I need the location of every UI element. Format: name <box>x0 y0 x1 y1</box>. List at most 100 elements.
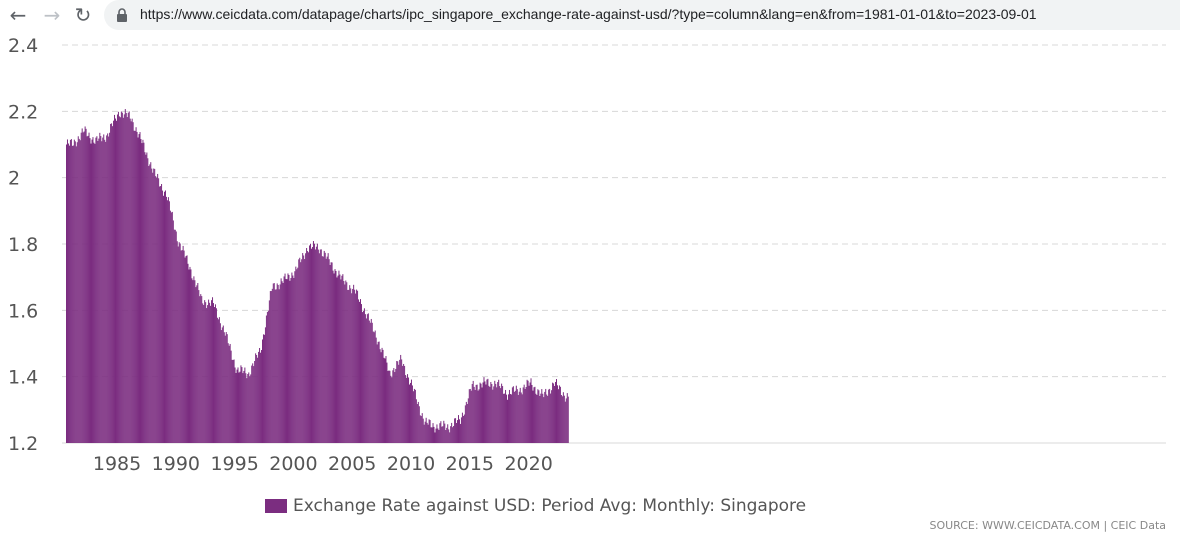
bar[interactable] <box>139 132 141 443</box>
bar[interactable] <box>103 134 105 443</box>
bar[interactable] <box>351 293 353 443</box>
forward-button[interactable]: → <box>40 3 64 27</box>
bar[interactable] <box>445 430 447 443</box>
bar[interactable] <box>379 349 381 443</box>
bar[interactable] <box>126 117 128 443</box>
bar[interactable] <box>549 388 551 443</box>
bar[interactable] <box>262 339 263 443</box>
bar[interactable] <box>123 114 125 443</box>
bar[interactable] <box>329 264 331 443</box>
bar[interactable] <box>515 385 517 443</box>
bar[interactable] <box>200 294 202 443</box>
bar[interactable] <box>311 247 313 443</box>
bar[interactable] <box>290 278 292 443</box>
bar[interactable] <box>355 293 357 443</box>
bar[interactable] <box>532 390 534 443</box>
bar[interactable] <box>544 391 546 443</box>
bar[interactable] <box>340 279 342 443</box>
bar[interactable] <box>196 285 198 443</box>
bar[interactable] <box>149 164 151 443</box>
bar[interactable] <box>239 371 241 443</box>
bar[interactable] <box>497 382 499 443</box>
bar[interactable] <box>561 396 563 443</box>
bar[interactable] <box>246 378 248 443</box>
bar[interactable] <box>461 412 463 443</box>
bar[interactable] <box>384 358 386 444</box>
bar[interactable] <box>266 312 268 443</box>
bar[interactable] <box>131 118 133 444</box>
bar[interactable] <box>480 383 482 443</box>
bar[interactable] <box>525 387 527 443</box>
bar[interactable] <box>541 389 543 443</box>
bar[interactable] <box>495 383 497 443</box>
bar[interactable] <box>212 297 214 443</box>
bar[interactable] <box>386 362 388 443</box>
bar[interactable] <box>87 135 89 443</box>
bar[interactable] <box>96 136 98 443</box>
bar[interactable] <box>440 421 442 443</box>
bar[interactable] <box>516 389 518 443</box>
bar[interactable] <box>254 360 256 443</box>
bar[interactable] <box>529 382 531 443</box>
bar[interactable] <box>86 136 88 443</box>
bar[interactable] <box>288 274 290 443</box>
bar[interactable] <box>385 356 387 443</box>
bar[interactable] <box>132 122 134 443</box>
bar[interactable] <box>356 289 358 443</box>
bar[interactable] <box>428 419 430 443</box>
bar[interactable] <box>403 363 405 443</box>
bar[interactable] <box>84 126 86 444</box>
bar[interactable] <box>152 172 154 443</box>
bar[interactable] <box>508 389 510 443</box>
bar[interactable] <box>347 289 349 443</box>
bar[interactable] <box>554 385 556 443</box>
bar[interactable] <box>221 327 223 443</box>
bar[interactable] <box>343 281 345 443</box>
bar[interactable] <box>143 142 145 443</box>
bar[interactable] <box>362 310 364 443</box>
bar[interactable] <box>448 429 450 443</box>
bar[interactable] <box>512 386 514 443</box>
bar[interactable] <box>312 241 314 443</box>
bar[interactable] <box>364 314 366 443</box>
bar[interactable] <box>229 343 231 443</box>
bar[interactable] <box>178 242 180 443</box>
bar[interactable] <box>93 142 95 443</box>
bar[interactable] <box>253 366 255 443</box>
bar[interactable] <box>452 427 454 443</box>
bar[interactable] <box>383 357 385 443</box>
bar[interactable] <box>248 372 250 443</box>
bar[interactable] <box>317 249 319 443</box>
bar[interactable] <box>390 375 392 443</box>
bar[interactable] <box>311 248 312 443</box>
bar[interactable] <box>509 393 511 443</box>
bar[interactable] <box>422 418 424 443</box>
bar[interactable] <box>370 318 372 443</box>
bar[interactable] <box>184 257 186 443</box>
bar[interactable] <box>537 389 539 443</box>
bar[interactable] <box>97 140 99 443</box>
bar[interactable] <box>337 275 339 443</box>
bar[interactable] <box>73 139 75 443</box>
bar[interactable] <box>164 190 166 443</box>
bar[interactable] <box>377 341 379 443</box>
bar[interactable] <box>555 381 557 443</box>
bar[interactable] <box>346 282 348 443</box>
bar[interactable] <box>453 425 455 443</box>
bar[interactable] <box>444 423 446 443</box>
bar[interactable] <box>534 386 536 443</box>
bar[interactable] <box>298 259 300 443</box>
bar[interactable] <box>172 220 174 443</box>
bar[interactable] <box>251 365 253 443</box>
bar[interactable] <box>115 118 116 444</box>
bar[interactable] <box>82 132 84 443</box>
bar[interactable] <box>140 139 142 443</box>
bar[interactable] <box>308 252 310 443</box>
bar[interactable] <box>360 299 361 443</box>
bar[interactable] <box>565 398 567 443</box>
bar[interactable] <box>547 395 549 443</box>
bar[interactable] <box>314 249 316 443</box>
bar[interactable] <box>382 349 384 443</box>
bar[interactable] <box>492 389 494 443</box>
bar[interactable] <box>106 135 108 443</box>
